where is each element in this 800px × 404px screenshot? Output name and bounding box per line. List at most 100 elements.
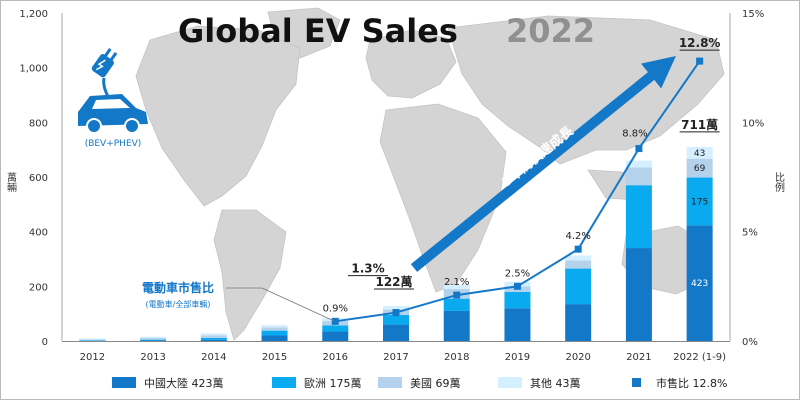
share-point (514, 283, 521, 290)
bar-segment (322, 325, 348, 331)
x-axis-tick-labels: 2012 2013 2014 2015 2016 2017 2018 2019 2020 2021… (80, 352, 726, 363)
legend-share-marker (632, 378, 641, 387)
left-axis-tick-labels: 0 200 400 600 800 1,000 1,200 (19, 9, 48, 348)
right-tick-label: 5% (742, 228, 758, 239)
left-tick-label: 200 (29, 282, 48, 293)
share-point (575, 246, 582, 253)
map-south-america (214, 210, 286, 340)
segment-value-label: 175 (691, 197, 708, 207)
x-tick-label: 2019 (505, 352, 530, 363)
left-tick-label: 0 (42, 337, 48, 348)
bar-segment (383, 315, 409, 325)
x-tick-label: 2014 (201, 352, 226, 363)
legend-swatch (272, 377, 296, 388)
left-tick-label: 1,200 (19, 9, 48, 20)
bar-segment (383, 325, 409, 341)
ev-car-icon: (BEV+PHEV) (78, 46, 148, 149)
bar-segment (626, 248, 652, 341)
x-tick-label: 2021 (626, 352, 651, 363)
plug-icon (91, 46, 120, 78)
x-tick-label: 2012 (80, 352, 105, 363)
share-point-label: 0.9% (323, 303, 348, 314)
bar-segment (626, 167, 652, 185)
bar-segment (79, 339, 105, 340)
segment-value-label: 43 (694, 149, 705, 159)
legend: 中國大陸 423萬歐洲 175萬美國 69萬其他 43萬市售比 12.8% (112, 376, 727, 390)
share-point (332, 318, 339, 325)
share-point (696, 58, 703, 65)
bar-segment (201, 338, 227, 340)
bar-segment (322, 331, 348, 341)
segment-value-label: 423 (691, 279, 708, 289)
right-tick-label: 15% (742, 9, 764, 20)
x-tick-label: 2015 (262, 352, 287, 363)
chart-title-group: Global EV Sales 2022 (178, 12, 595, 50)
bar-segment (201, 335, 227, 338)
right-axis-tick-labels: 0% 5% 10% 15% (742, 9, 764, 348)
legend-label: 市售比 12.8% (656, 376, 727, 390)
share-point-label: 2.1% (444, 277, 469, 288)
legend-label: 美國 69萬 (410, 377, 461, 390)
share-point (635, 145, 642, 152)
bar-segment (444, 311, 470, 341)
share-point-label: 8.8% (622, 129, 647, 140)
left-axis-title: 萬輛 (5, 171, 17, 193)
car-front-wheel-icon (87, 119, 101, 133)
bar-segment (565, 304, 591, 341)
bar-segment (79, 339, 105, 340)
bar-segment (140, 340, 166, 341)
share-annotation-sublabel: (電動車/全部車輛) (146, 299, 211, 309)
left-tick-label: 400 (29, 228, 48, 239)
left-tick-label: 800 (29, 118, 48, 129)
map-africa (380, 104, 506, 292)
legend-swatch (498, 377, 522, 388)
stack-total-label: 711萬 (681, 117, 718, 132)
bar-segment (444, 299, 470, 311)
share-point (453, 292, 460, 299)
ev-icon-caption: (BEV+PHEV) (85, 139, 142, 149)
share-point-label: 2.5% (505, 268, 530, 279)
chart-title-year: 2022 (506, 12, 595, 50)
bar-segment (262, 327, 288, 330)
bar-segment (262, 336, 288, 341)
bar-segment (201, 333, 227, 335)
left-tick-label: 1,000 (19, 64, 48, 75)
bar-segment (565, 260, 591, 268)
bar-segment (79, 340, 105, 341)
share-point-label: 12.8% (679, 36, 721, 50)
x-tick-label: 2018 (444, 352, 469, 363)
stack-total-label: 122萬 (375, 274, 412, 289)
bar-segment (140, 338, 166, 340)
bar-segment (626, 185, 652, 248)
bar-segment (140, 340, 166, 341)
legend-label: 歐洲 175萬 (304, 376, 362, 390)
map-north-america (136, 26, 300, 206)
legend-swatch (378, 377, 402, 388)
segment-value-label: 69 (694, 164, 706, 174)
x-tick-label: 2013 (140, 352, 165, 363)
car-rear-wheel-icon (125, 119, 139, 133)
bar-segment (565, 255, 591, 260)
x-tick-label: 2016 (323, 352, 348, 363)
bar-segment (504, 292, 530, 308)
share-point (393, 309, 400, 316)
left-tick-label: 600 (29, 173, 48, 184)
x-tick-label: 2017 (383, 352, 408, 363)
x-tick-label: 2022 (1-9) (673, 352, 726, 363)
bar-segment (201, 340, 227, 341)
share-point-label: 4.2% (565, 231, 590, 242)
bar-segment (504, 308, 530, 341)
right-tick-label: 0% (742, 337, 758, 348)
share-point-label: 1.3% (351, 262, 384, 276)
right-tick-label: 10% (742, 118, 764, 129)
legend-swatch (112, 377, 136, 388)
share-annotation-label: 電動車市售比 (142, 280, 214, 295)
right-axis-title: 比例 (773, 172, 785, 193)
x-tick-label: 2020 (565, 352, 590, 363)
chart-title: Global EV Sales (178, 12, 458, 50)
legend-label: 其他 43萬 (530, 377, 581, 390)
bar-segment (565, 269, 591, 305)
bar-segment (262, 331, 288, 336)
